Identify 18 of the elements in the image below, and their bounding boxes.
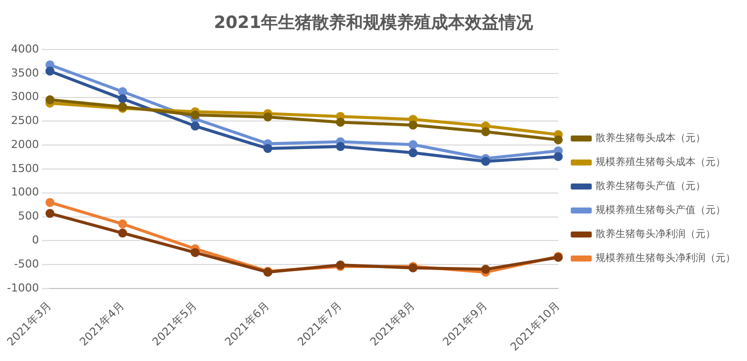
y-tick-label: 500 (18, 210, 39, 223)
y-tick-label: 1500 (10, 162, 39, 175)
y-tick-label: 3000 (10, 90, 39, 104)
legend-label: 散养生猪每头成本（元） (595, 132, 706, 144)
y-tick-label: 4000 (10, 42, 39, 56)
y-tick-label: -1000 (6, 281, 39, 294)
chart-title: 2021年生猪散养和规模养殖成本效益情况 (212, 12, 534, 35)
y-tick-label: 3500 (10, 66, 39, 80)
y-tick-label: -500 (14, 257, 39, 270)
y-tick-label: 2000 (10, 138, 39, 151)
y-tick-label: 0 (32, 234, 39, 247)
y-tick-label: 1000 (10, 186, 39, 199)
y-tick-label: 2500 (10, 114, 39, 128)
legend-label: 散养生猪每头产值（元） (595, 180, 706, 192)
legend-label: 规模养殖生猪每头成本（元） (595, 156, 726, 168)
legend-label: 规模养殖生猪每头产值（元） (595, 204, 726, 216)
legend-label: 规模养殖生猪每头净利润（元） (595, 252, 736, 264)
legend-label: 散养生猪每头净利润（元） (595, 228, 716, 240)
